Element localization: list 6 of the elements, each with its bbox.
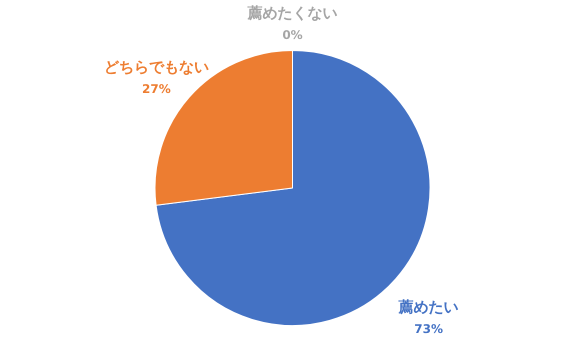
data-label: 73% <box>414 322 444 336</box>
text: 0% <box>282 28 303 42</box>
slice-label: どちらでもない <box>104 58 209 76</box>
category-label: 薦めたくない <box>248 4 338 22</box>
slice-label: 薦めたい <box>398 298 459 316</box>
data-label: 27% <box>142 82 171 96</box>
